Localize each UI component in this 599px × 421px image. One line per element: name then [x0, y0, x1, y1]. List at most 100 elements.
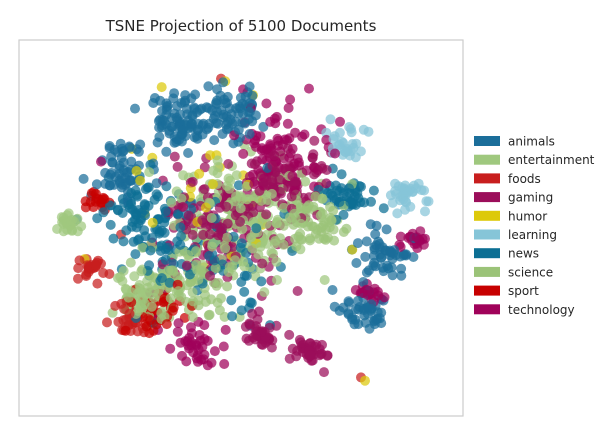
scatter-point	[239, 270, 250, 281]
scatter-point	[230, 255, 240, 266]
scatter-point	[204, 250, 215, 261]
scatter-point	[211, 280, 222, 291]
scatter-point	[176, 231, 187, 242]
scatter-point	[220, 243, 231, 254]
scatter-point	[251, 141, 261, 152]
scatter-point	[205, 270, 215, 281]
scatter-point	[181, 260, 192, 271]
scatter-point	[126, 198, 137, 209]
scatter-point	[141, 321, 152, 332]
scatter-point	[175, 222, 186, 233]
scatter-point	[210, 263, 221, 273]
scatter-point	[248, 169, 258, 180]
scatter-point	[73, 263, 84, 274]
scatter-point	[134, 280, 145, 290]
scatter-point	[165, 343, 176, 354]
scatter-point	[254, 306, 264, 317]
scatter-point	[329, 301, 340, 312]
scatter-point	[282, 118, 293, 129]
scatter-point	[130, 103, 140, 114]
scatter-point	[221, 232, 232, 243]
scatter-point	[244, 81, 255, 92]
scatter-point	[180, 131, 191, 142]
scatter-point	[368, 185, 379, 196]
scatter-point	[295, 218, 306, 229]
scatter-point	[207, 241, 218, 252]
scatter-point	[261, 209, 272, 220]
scatter-point	[200, 202, 211, 213]
scatter-point	[299, 129, 310, 140]
scatter-point	[328, 205, 339, 216]
scatter-point	[309, 135, 320, 146]
scatter-point	[239, 286, 250, 297]
scatter-point	[214, 202, 225, 213]
scatter-point	[266, 342, 277, 353]
scatter-point	[209, 135, 220, 146]
scatter-point	[90, 260, 101, 271]
scatter-point	[235, 242, 246, 253]
scatter-point	[191, 353, 202, 364]
scatter-point	[194, 330, 205, 340]
scatter-point	[151, 178, 162, 189]
scatter-point	[326, 215, 337, 226]
scatter-point	[157, 105, 168, 116]
scatter-point	[104, 143, 115, 153]
scatter-point	[309, 162, 320, 173]
legend-label-foods: foods	[508, 172, 541, 186]
scatter-point	[352, 295, 363, 306]
scatter-point	[108, 179, 119, 190]
scatter-point	[187, 118, 197, 129]
scatter-point	[156, 82, 167, 93]
scatter-point	[412, 243, 423, 254]
scatter-point	[132, 288, 143, 299]
scatter-point	[173, 286, 184, 297]
scatter-point	[253, 249, 264, 260]
scatter-point	[310, 191, 321, 202]
scatter-point	[183, 148, 194, 158]
scatter-point	[267, 160, 278, 171]
scatter-point	[351, 138, 362, 149]
scatter-point	[142, 287, 152, 298]
scatter-point	[214, 305, 225, 316]
scatter-point	[349, 319, 360, 330]
scatter-point	[392, 208, 403, 219]
scatter-point	[369, 319, 380, 330]
scatter-point	[86, 188, 97, 199]
scatter-point	[171, 186, 182, 197]
scatter-point	[115, 138, 126, 149]
scatter-point	[361, 267, 372, 278]
scatter-point	[206, 213, 217, 223]
scatter-point	[139, 199, 150, 210]
scatter-point	[400, 196, 411, 207]
scatter-point	[226, 295, 237, 306]
legend-swatch-humor	[474, 210, 500, 221]
scatter-point	[201, 102, 212, 113]
scatter-point	[221, 119, 232, 130]
scatter-point	[328, 224, 339, 235]
scatter-point	[204, 309, 215, 320]
scatter-point	[235, 203, 246, 214]
scatter-point	[118, 157, 129, 168]
scatter-point	[319, 367, 329, 378]
scatter-point	[107, 157, 118, 168]
scatter-point	[161, 181, 172, 192]
scatter-point	[131, 166, 142, 176]
scatter-point	[209, 346, 220, 357]
scatter-point	[219, 359, 230, 369]
scatter-point	[355, 146, 366, 157]
scatter-point	[314, 344, 325, 355]
scatter-point	[171, 112, 182, 123]
scatter-point	[344, 122, 355, 132]
scatter-point	[166, 197, 177, 208]
legend-swatch-news	[474, 248, 500, 259]
scatter-point	[212, 168, 223, 179]
scatter-point	[381, 224, 392, 235]
scatter-point	[96, 156, 106, 167]
scatter-point	[126, 156, 137, 167]
scatter-point	[269, 238, 280, 249]
scatter-point	[295, 234, 306, 245]
legend-label-science: science	[508, 265, 553, 279]
scatter-point	[360, 375, 370, 386]
scatter-point	[318, 220, 329, 231]
scatter-point	[378, 203, 389, 214]
